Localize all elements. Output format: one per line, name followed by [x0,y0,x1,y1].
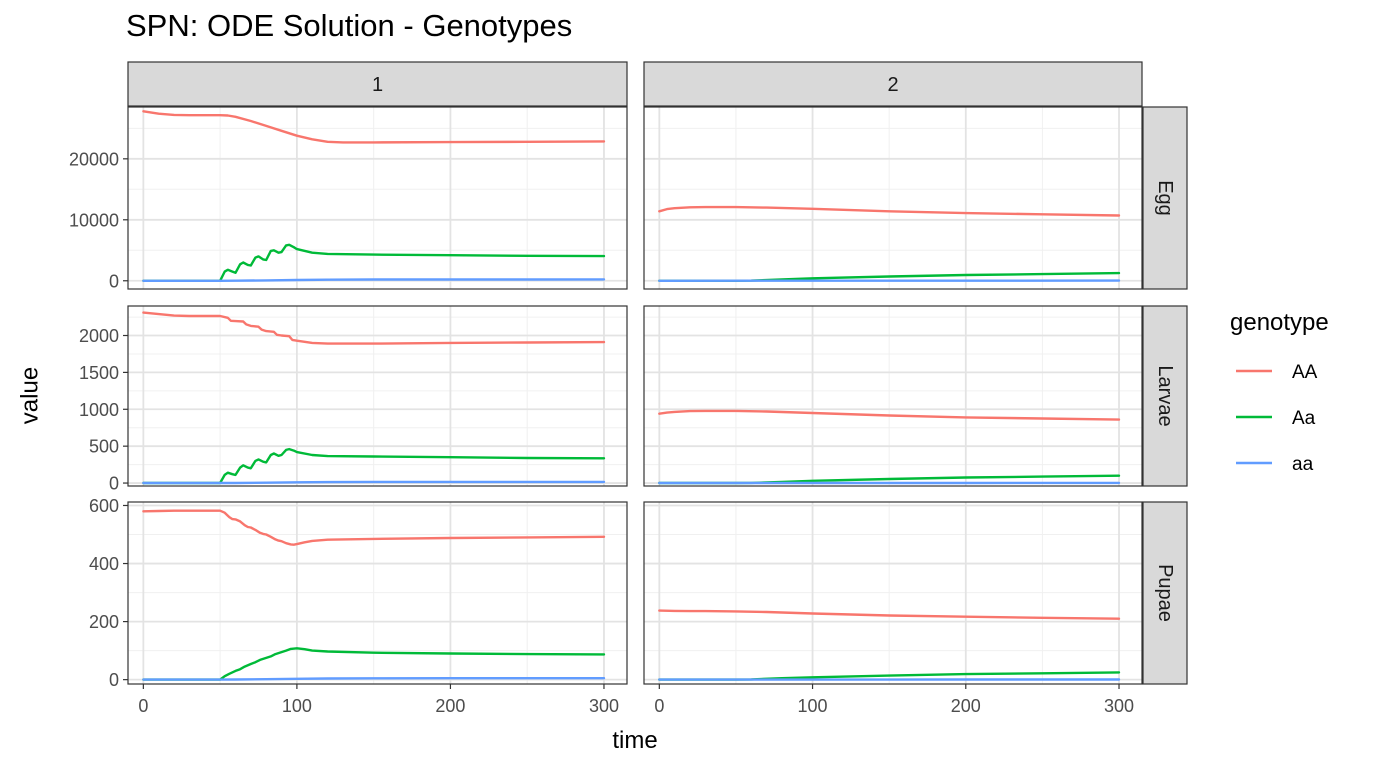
legend: genotype AA Aa aa [1230,309,1329,475]
panel-background [128,107,627,289]
facet-strip-row-label: Larvae [1154,365,1176,426]
facet-strip-col-2: 2 [644,62,1142,106]
legend-label: aa [1292,454,1314,475]
series-line-aa [143,279,604,280]
y-axis-title: value [17,367,44,424]
x-axis-title: time [612,727,657,754]
legend-item-Aa: Aa [1236,408,1316,429]
x-tick-label: 200 [435,696,465,716]
legend-label: AA [1292,362,1318,383]
y-tick-label: 200 [89,612,119,632]
chart-title: SPN: ODE Solution - Genotypes [126,8,572,44]
series-line-aa [143,678,604,679]
facet-strip-col-label: 2 [887,74,898,96]
facet-strip-row-label: Pupae [1154,564,1176,622]
panel-2-pupae [644,502,1142,684]
x-tick-label: 0 [654,696,664,716]
facet-strip-row-label: Egg [1154,180,1176,216]
series-line-aa [143,482,604,483]
y-tick-label: 600 [89,496,119,516]
x-tick-label: 200 [951,696,981,716]
x-tick-label: 100 [282,696,312,716]
y-tick-label: 0 [109,271,119,291]
facet-strip-row-egg: Egg [1143,107,1187,289]
y-tick-label: 1000 [79,400,119,420]
x-tick-label: 0 [138,696,148,716]
panel-1-pupae [128,502,627,684]
legend-label: Aa [1292,408,1316,429]
facet-strip-row-larvae: Larvae [1143,306,1187,486]
facet-strip-col-label: 1 [372,74,383,96]
facet-strip-col-1: 1 [128,62,627,106]
y-tick-label: 10000 [69,210,119,230]
legend-title: genotype [1230,309,1329,336]
panel-2-egg [644,107,1142,289]
y-tick-label: 1500 [79,363,119,383]
legend-item-aa: aa [1236,454,1314,475]
panel-2-larvae [644,306,1142,486]
x-tick-label: 300 [1104,696,1134,716]
panel-background [644,107,1142,289]
y-tick-label: 400 [89,554,119,574]
y-tick-label: 500 [89,437,119,457]
facet-strip-row-pupae: Pupae [1143,502,1187,684]
x-tick-label: 100 [798,696,828,716]
y-tick-label: 0 [109,474,119,494]
y-tick-label: 0 [109,670,119,690]
panel-1-egg [128,107,627,289]
y-tick-label: 2000 [79,326,119,346]
legend-item-AA: AA [1236,362,1318,383]
y-tick-label: 20000 [69,149,119,169]
panel-1-larvae [128,306,627,486]
x-tick-label: 300 [589,696,619,716]
panel-background [644,306,1142,486]
